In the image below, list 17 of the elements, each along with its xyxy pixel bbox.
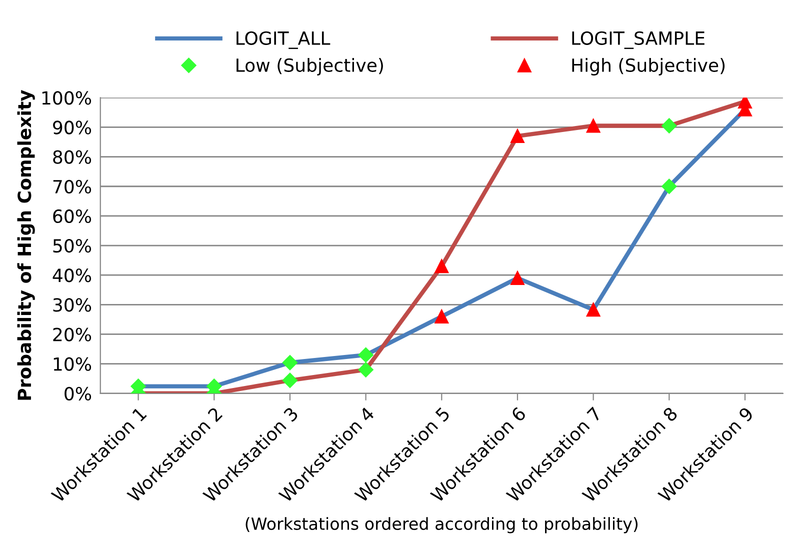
- y-axis-title: Probability of High Complexity: [17, 90, 35, 400]
- legend-label: High (Subjective): [572, 58, 725, 76]
- x-axis-title: (Workstations ordered according to probability): [246, 517, 638, 534]
- y-tick-label: 10%: [54, 357, 92, 371]
- legend-label: LOGIT_ALL: [236, 31, 330, 49]
- y-tick-label: 90%: [53, 120, 92, 134]
- y-tick-label: 20%: [53, 328, 92, 342]
- y-tick-label: 100%: [42, 91, 92, 105]
- y-tick-label: 80%: [53, 150, 92, 164]
- y-tick-label: 50%: [53, 238, 92, 253]
- y-tick-label: 30%: [53, 298, 92, 312]
- y-tick-label: 60%: [53, 209, 92, 224]
- y-tick-label: 0%: [64, 386, 92, 401]
- legend-label: Low (Subjective): [236, 58, 383, 76]
- y-tick-label: 70%: [53, 180, 92, 194]
- y-tick-label: 40%: [52, 268, 92, 282]
- legend-label: LOGIT_SAMPLE: [572, 31, 704, 49]
